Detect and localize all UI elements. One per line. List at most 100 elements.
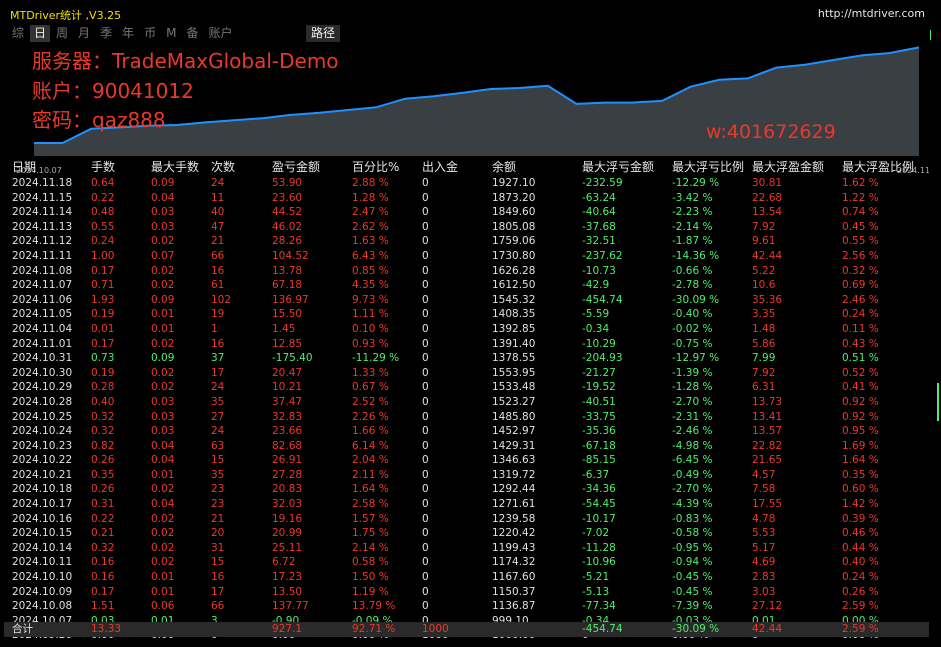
column-header[interactable]: 最大手数 xyxy=(151,160,200,174)
table-cell: 3 xyxy=(211,614,218,627)
column-header[interactable]: 最大浮盈金额 xyxy=(752,160,825,174)
table-row[interactable]: 2024.11.08 0.17 0.02 16 13.78 0.85 % 0 1626.28 -… xyxy=(4,264,929,279)
scrollbar-thumb[interactable] xyxy=(937,383,939,421)
table-row[interactable]: 2024.10.10 0.16 0.01 16 17.23 1.50 % 0 1167.60 -… xyxy=(4,570,929,585)
tab-3[interactable]: 月 xyxy=(78,26,91,40)
table-row[interactable]: 2024.10.23 0.82 0.04 63 82.68 6.14 % 0 1429.31 -… xyxy=(4,439,929,454)
column-header[interactable]: 余额 xyxy=(492,160,517,174)
table-row[interactable]: 2024.11.06 1.93 0.09 102 136.97 9.73 % 0 1545.3… xyxy=(4,293,929,308)
tab-7[interactable]: M xyxy=(166,26,177,40)
table-cell: 67.18 xyxy=(272,279,303,292)
table-row[interactable]: 2024.10.21 0.35 0.01 35 27.28 2.11 % 0 1319.72 -… xyxy=(4,468,929,483)
table-cell: 6.43 % xyxy=(352,249,389,262)
table-row[interactable]: 2024.11.15 0.22 0.04 11 23.60 1.28 % 0 1873.20 -… xyxy=(4,191,929,206)
table-row[interactable]: 2024.11.07 0.71 0.02 61 67.18 4.35 % 0 1612.50 -… xyxy=(4,278,929,293)
table-cell: -40.51 xyxy=(582,395,616,408)
table-cell: 4.57 xyxy=(752,468,776,481)
website-link[interactable]: http://mtdriver.com xyxy=(817,7,925,20)
tab-5[interactable]: 年 xyxy=(122,26,135,40)
column-header[interactable]: 次数 xyxy=(211,160,236,174)
table-cell: 66 xyxy=(211,600,225,613)
column-header[interactable]: 盈亏金额 xyxy=(272,160,321,174)
table-cell: 0.55 xyxy=(91,220,115,233)
table-cell: 2024.11.14 xyxy=(12,206,73,219)
table-row[interactable]: 2024.11.04 0.01 0.01 1 1.45 0.10 % 0 1392.85 -0.… xyxy=(4,322,929,337)
tab-9[interactable]: 账户 xyxy=(208,26,233,40)
table-cell: 1.00 xyxy=(91,249,115,262)
table-row[interactable]: 2024.10.25 0.32 0.03 27 32.83 2.26 % 0 1485.80 -… xyxy=(4,410,929,425)
column-header[interactable]: 最大浮盈比例 xyxy=(842,160,915,174)
table-cell: 0.60 % xyxy=(842,483,879,496)
table-cell: 2024.10.31 xyxy=(12,352,73,365)
table-row[interactable]: 2024.10.22 0.26 0.04 15 26.91 2.04 % 0 1346.63 -… xyxy=(4,453,929,468)
tab-2[interactable]: 周 xyxy=(56,26,69,40)
table-cell: 0.17 xyxy=(91,337,115,350)
table-cell: 13.54 xyxy=(752,206,783,219)
table-cell: 32.83 xyxy=(272,410,303,423)
table-cell: 1452.97 xyxy=(492,425,536,438)
table-cell: 11 xyxy=(211,191,225,204)
table-cell: 2.46 % xyxy=(842,293,879,306)
tab-4[interactable]: 季 xyxy=(100,26,113,40)
table-cell: -40.64 xyxy=(582,206,616,219)
table-row[interactable]: 2024.10.08 1.51 0.06 66 137.77 13.79 % 0 1136.8… xyxy=(4,599,929,614)
table-row[interactable]: 2024.11.12 0.24 0.02 21 28.26 1.63 % 0 1759.06 -… xyxy=(4,234,929,249)
table-cell: 42.44 xyxy=(752,249,783,262)
table-cell: 0.85 % xyxy=(352,264,389,277)
table-row[interactable]: 2024.10.17 0.31 0.04 23 32.03 2.58 % 0 1271.61 -… xyxy=(4,497,929,512)
table-row[interactable]: 2024.10.30 0.19 0.02 17 20.47 1.33 % 0 1553.95 -… xyxy=(4,366,929,381)
table-row[interactable]: 2024.11.11 1.00 0.07 66 104.52 6.43 % 0 1730.80… xyxy=(4,249,929,264)
table-cell: -10.17 xyxy=(582,512,616,525)
table-row[interactable]: 2024.11.18 0.64 0.09 24 53.90 2.88 % 0 1927.10 -… xyxy=(4,176,929,191)
table-cell: 2024.10.08 xyxy=(12,600,73,613)
table-cell: 1759.06 xyxy=(492,235,536,248)
table-cell: -30.09 % xyxy=(672,293,720,306)
column-header[interactable]: 最大浮亏比例 xyxy=(672,160,745,174)
table-cell: 0 xyxy=(422,337,429,350)
column-header[interactable]: 最大浮亏金额 xyxy=(582,160,655,174)
scrollbar[interactable] xyxy=(929,2,941,647)
tab-6[interactable]: 币 xyxy=(144,26,157,40)
table-row[interactable]: 2024.10.09 0.17 0.01 17 13.50 1.19 % 0 1150.37 -… xyxy=(4,585,929,600)
table-cell: 82.68 xyxy=(272,439,303,452)
table-cell: 2024.10.15 xyxy=(12,527,73,540)
table-row[interactable]: 2024.10.14 0.32 0.02 31 25.11 2.14 % 0 1199.43 -… xyxy=(4,541,929,556)
column-header[interactable]: 出入金 xyxy=(422,160,459,174)
path-button[interactable]: 路径 xyxy=(306,25,341,42)
table-cell: -35.36 xyxy=(582,425,616,438)
table-row[interactable]: 2024.11.13 0.55 0.03 47 46.02 2.62 % 0 1805.08 -… xyxy=(4,220,929,235)
table-row[interactable]: 2024.10.29 0.28 0.02 24 10.21 0.67 % 0 1533.48 -… xyxy=(4,380,929,395)
table-cell: 32.03 xyxy=(272,498,303,511)
tab-0[interactable]: 综 xyxy=(12,26,25,40)
table-cell: 13.73 xyxy=(752,395,783,408)
tab-1[interactable]: 日 xyxy=(30,25,51,42)
table-row[interactable]: 2024.10.24 0.32 0.03 24 23.66 1.66 % 0 1452.97 -… xyxy=(4,424,929,439)
table-row[interactable]: 2024.10.28 0.40 0.03 35 37.47 2.52 % 0 1523.27 -… xyxy=(4,395,929,410)
table-row[interactable]: 2024.10.18 0.26 0.02 23 20.83 1.64 % 0 1292.44 -… xyxy=(4,482,929,497)
table-cell: -0.58 % xyxy=(672,527,713,540)
table-row[interactable]: 2024.10.31 0.73 0.09 37 -175.40 -11.29 % 0 1378… xyxy=(4,351,929,366)
table-row[interactable]: 2024.11.14 0.48 0.03 40 44.52 2.47 % 0 1849.60 -… xyxy=(4,205,929,220)
table-cell: 0.01 xyxy=(151,571,175,584)
table-cell: 0.16 xyxy=(91,556,115,569)
table-cell: 0 xyxy=(422,556,429,569)
table-row[interactable]: 2024.11.05 0.19 0.01 19 15.50 1.11 % 0 1408.35 -… xyxy=(4,307,929,322)
table-cell: 2024.11.13 xyxy=(12,220,73,233)
table-cell: 1.22 % xyxy=(842,191,879,204)
tab-8[interactable]: 备 xyxy=(186,26,199,40)
table-row[interactable]: 2024.10.16 0.22 0.02 21 19.16 1.57 % 0 1239.58 -… xyxy=(4,512,929,527)
column-header[interactable]: 手数 xyxy=(91,160,116,174)
column-header[interactable]: 百分比% xyxy=(352,160,400,174)
table-cell: 5.22 xyxy=(752,264,776,277)
table-cell: 0.32 xyxy=(91,425,115,438)
column-header[interactable]: 日期 xyxy=(12,160,37,174)
table-cell: 2024.10.25 xyxy=(12,410,73,423)
table-row[interactable]: 2024.11.01 0.17 0.02 16 12.85 0.93 % 0 1391.40 -… xyxy=(4,337,929,352)
total-row[interactable]: 合计 13.33 927.1 92.71 % 1000 -454.74 -30.09 % 42… xyxy=(4,622,929,637)
table-cell: 0 xyxy=(422,322,429,335)
table-cell: 0.02 xyxy=(151,235,175,248)
table-row[interactable]: 2024.10.11 0.16 0.02 15 6.72 0.58 % 0 1174.32 -1… xyxy=(4,555,929,570)
table-cell: 2024.10.24 xyxy=(12,425,73,438)
table-cell: 17.55 xyxy=(752,498,783,511)
table-row[interactable]: 2024.10.15 0.21 0.02 20 20.99 1.75 % 0 1220.42 -… xyxy=(4,526,929,541)
